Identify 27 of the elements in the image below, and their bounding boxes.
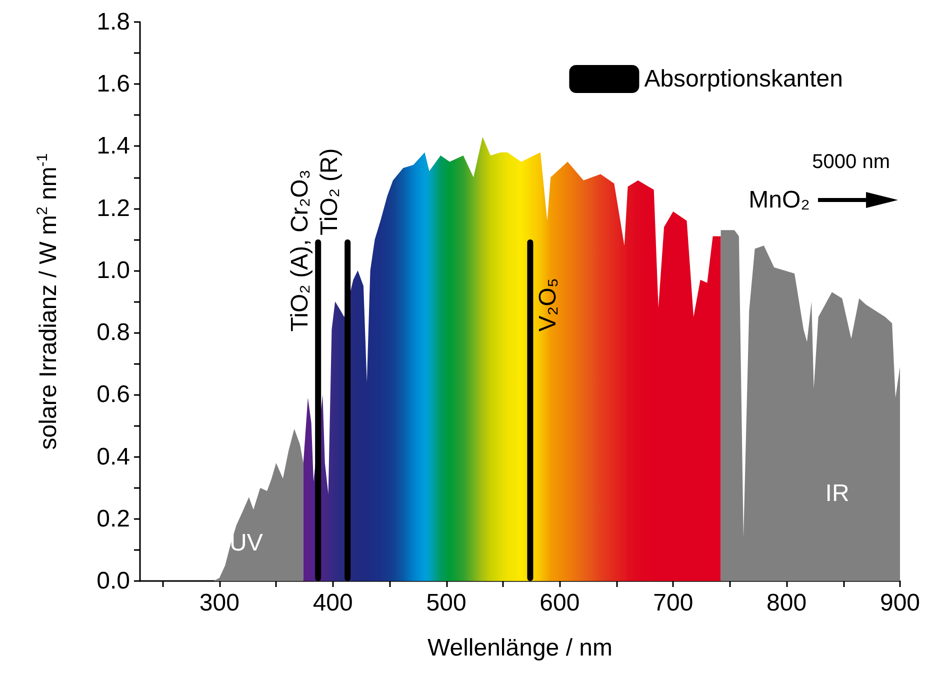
series-label: UV	[230, 529, 263, 556]
y-tick-label: 1.2	[96, 194, 130, 222]
y-axis-title: solare Irradianz / W m2 nm-1	[34, 153, 62, 450]
y-tick-label: 1.0	[96, 256, 130, 284]
annotation: V₂O₅	[534, 278, 562, 332]
annotation: 5000 nm	[812, 151, 890, 173]
x-tick-label: 500	[426, 590, 466, 616]
annotation: MnO₂	[748, 186, 810, 214]
y-tick-label: 1.8	[96, 8, 130, 36]
y-tick-label: 0.8	[96, 319, 130, 346]
annotation: TiO₂ (A), Cr₂O₃	[286, 169, 314, 332]
legend-label: Absorptionskanten	[644, 66, 843, 92]
series-label: IR	[825, 480, 850, 507]
y-tick-label: 0.6	[96, 381, 130, 408]
y-tick-label: 0.0	[96, 568, 130, 594]
y-tick-label: 1.6	[96, 70, 130, 98]
x-tick-label: 900	[880, 590, 920, 616]
x-tick-label: 300	[199, 590, 240, 616]
x-tick-label: 700	[653, 590, 694, 616]
y-tick-label: 0.2	[96, 505, 130, 532]
y-tick-label: 0.4	[96, 443, 130, 470]
x-tick-label: 800	[766, 590, 807, 616]
x-tick-label: 400	[312, 590, 353, 616]
x-axis-title: Wellenlänge / nm	[428, 634, 612, 662]
y-tick-label: 1.4	[96, 132, 130, 160]
annotation: TiO₂ (R)	[316, 148, 344, 236]
x-tick-label: 600	[540, 590, 580, 616]
